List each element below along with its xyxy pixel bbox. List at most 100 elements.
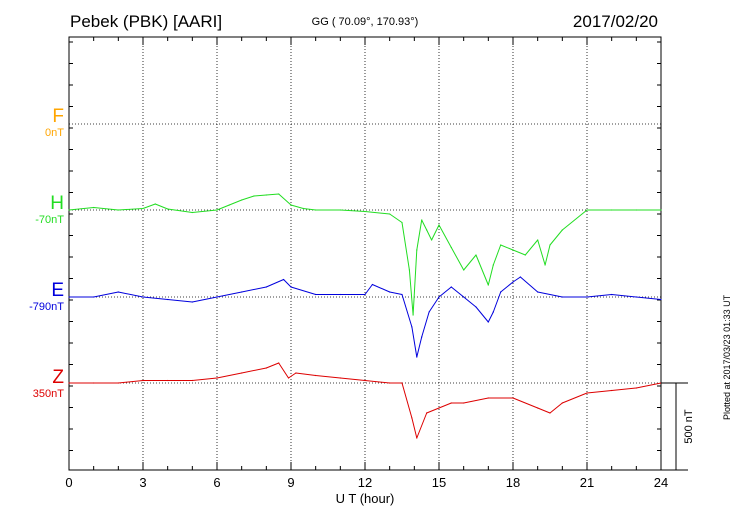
data-point-E xyxy=(117,291,119,293)
component-name-Z: Z xyxy=(52,367,64,388)
x-tick-label: 0 xyxy=(65,475,72,490)
data-point-H xyxy=(475,254,477,256)
data-point-E xyxy=(512,281,514,283)
data-traces xyxy=(68,193,662,439)
data-point-H xyxy=(228,204,230,206)
data-point-H xyxy=(364,210,366,213)
data-point-H xyxy=(389,213,391,215)
data-point-Z xyxy=(416,437,418,439)
data-point-E xyxy=(371,283,373,286)
data-point-E xyxy=(635,296,637,298)
data-point-Z xyxy=(389,382,391,384)
data-point-Z xyxy=(549,412,551,414)
data-point-E xyxy=(416,356,418,358)
x-tick-label: 21 xyxy=(580,475,594,490)
data-point-E xyxy=(438,296,440,298)
data-point-E xyxy=(586,296,588,298)
data-point-H xyxy=(431,239,433,241)
data-point-E xyxy=(660,298,662,301)
data-point-E xyxy=(428,311,430,313)
component-baseline-F: 0nT xyxy=(45,127,64,139)
data-point-H xyxy=(416,249,418,251)
data-point-Z xyxy=(117,382,119,384)
component-label-F: F 0nT xyxy=(45,107,64,140)
data-point-H xyxy=(265,194,267,196)
data-point-H xyxy=(315,209,317,211)
data-point-Z xyxy=(635,387,637,389)
data-point-E xyxy=(401,293,403,296)
data-point-H xyxy=(524,254,526,256)
data-point-Z xyxy=(287,377,290,379)
date-label: 2017/02/20 xyxy=(572,12,658,31)
data-point-E xyxy=(492,311,494,313)
data-point-E xyxy=(216,296,218,298)
data-point-Z xyxy=(265,367,267,369)
data-point-H xyxy=(512,249,514,251)
data-point-H xyxy=(421,219,423,221)
data-point-Z xyxy=(426,412,428,414)
axis-ticks: 0 3 6 9 12 15 18 21 24 xyxy=(65,37,668,490)
data-point-H xyxy=(438,224,440,226)
data-point-Z xyxy=(438,407,440,409)
data-point-E xyxy=(450,286,452,288)
data-point-H xyxy=(339,209,341,211)
data-point-E xyxy=(265,286,267,288)
component-label-E: E -790nT xyxy=(29,281,64,314)
data-point-H xyxy=(549,244,551,246)
trace-E xyxy=(69,276,662,358)
data-point-E xyxy=(290,286,292,288)
data-point-Z xyxy=(241,372,243,374)
data-point-E xyxy=(68,296,70,298)
data-point-E xyxy=(500,291,502,293)
x-tick-label: 3 xyxy=(139,475,146,490)
data-point-Z xyxy=(364,379,366,382)
data-point-H xyxy=(241,199,243,201)
data-point-E xyxy=(167,298,169,301)
data-point-H xyxy=(191,211,193,214)
x-tick-label: 9 xyxy=(287,475,294,490)
x-tick-label: 24 xyxy=(654,475,668,490)
data-point-H xyxy=(68,209,70,211)
data-point-E xyxy=(93,296,95,298)
data-point-H xyxy=(408,269,410,271)
data-point-H xyxy=(142,207,144,210)
data-point-H xyxy=(561,229,563,231)
data-point-Z xyxy=(216,377,218,379)
data-point-Z xyxy=(450,402,452,404)
data-point-H xyxy=(278,193,280,195)
data-point-H xyxy=(290,204,292,206)
data-point-H xyxy=(537,239,539,241)
scale-bar: 500 nT xyxy=(661,382,695,471)
data-point-H xyxy=(660,209,662,211)
data-point-E xyxy=(463,296,465,298)
data-point-Z xyxy=(611,389,613,392)
scale-bar-label: 500 nT xyxy=(683,409,695,444)
data-point-Z xyxy=(68,382,70,384)
data-point-E xyxy=(537,291,539,293)
data-point-H xyxy=(450,246,452,249)
component-baseline-H: -70nT xyxy=(35,214,64,226)
data-point-E xyxy=(142,296,144,298)
data-point-Z xyxy=(401,382,403,384)
data-point-H xyxy=(463,269,465,271)
data-point-H xyxy=(216,209,218,211)
x-axis-label: U T (hour) xyxy=(336,491,395,506)
component-name-H: H xyxy=(50,193,64,214)
data-point-Z xyxy=(586,392,588,394)
coordinates-label: GG ( 70.09°, 170.93°) xyxy=(311,16,419,28)
x-tick-label: 12 xyxy=(358,475,372,490)
data-point-E xyxy=(241,291,243,293)
data-point-H xyxy=(492,264,494,266)
data-point-H xyxy=(500,244,502,246)
data-point-E xyxy=(411,326,413,328)
x-tick-label: 18 xyxy=(506,475,520,490)
data-point-H xyxy=(487,284,489,286)
data-point-E xyxy=(561,296,563,298)
data-point-E xyxy=(283,278,285,281)
data-point-Z xyxy=(339,377,341,379)
data-point-H xyxy=(93,206,95,209)
component-name-E: E xyxy=(51,280,64,301)
data-point-H xyxy=(401,221,403,224)
component-label-Z: Z 350nT xyxy=(33,368,64,401)
data-point-H xyxy=(253,195,255,197)
